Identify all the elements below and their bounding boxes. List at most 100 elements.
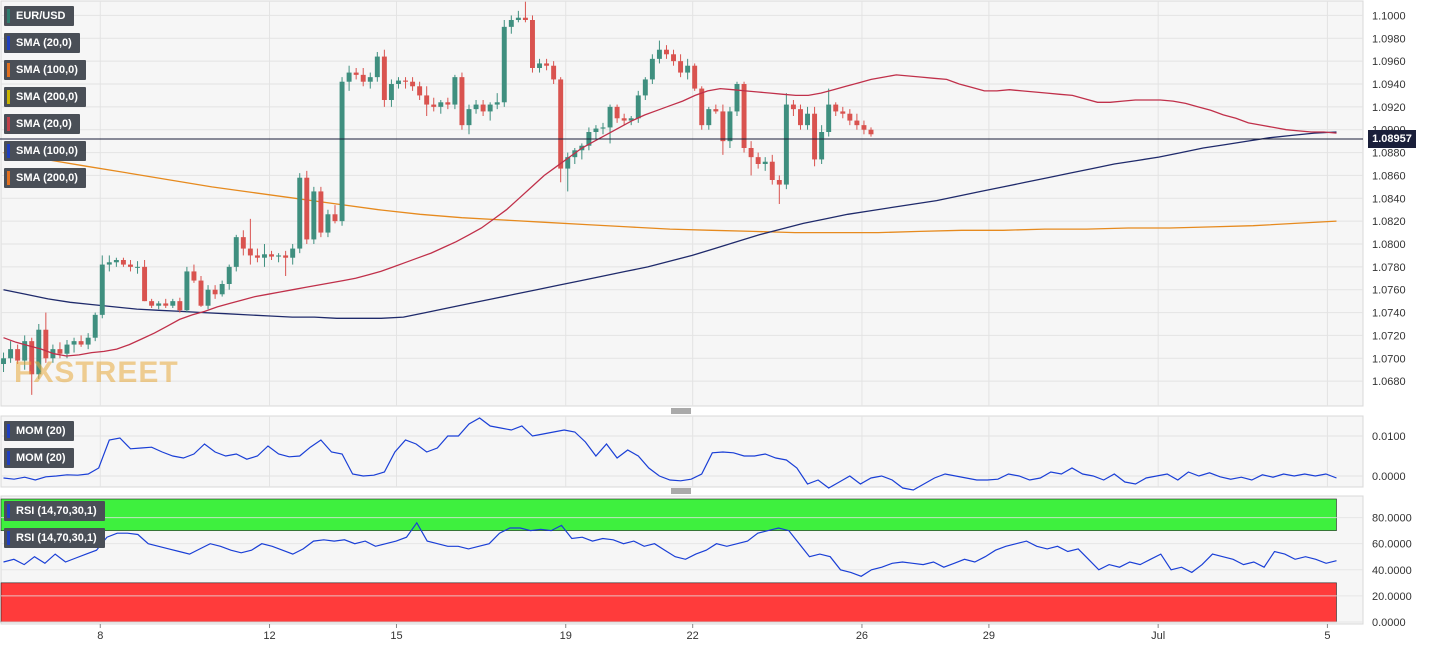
candle-body bbox=[388, 84, 394, 100]
candle-body bbox=[431, 104, 437, 107]
candle-body bbox=[847, 113, 853, 121]
candle-body bbox=[346, 72, 352, 82]
candle-body bbox=[826, 104, 832, 132]
watermark-logo: FXSTREET bbox=[14, 356, 179, 389]
candle-body bbox=[64, 344, 70, 354]
rsi-tag[interactable]: RSI (14,70,30,1) bbox=[4, 528, 105, 548]
candle-body bbox=[819, 132, 825, 160]
candle-body bbox=[106, 262, 112, 265]
time-tick-label: 19 bbox=[560, 630, 572, 642]
candle-body bbox=[318, 191, 324, 233]
candle-body bbox=[621, 118, 627, 121]
candle-body bbox=[163, 303, 169, 306]
candle-body bbox=[459, 77, 465, 126]
candle-body bbox=[219, 284, 225, 295]
indicator-tag[interactable]: SMA (100,0) bbox=[4, 60, 86, 80]
candle-body bbox=[607, 106, 613, 128]
rsi-panel: 80.0000 60.0000 40.0000 20.0000 0.0000 bbox=[0, 495, 1412, 629]
candle-body bbox=[92, 314, 98, 338]
candle-body bbox=[29, 341, 35, 375]
indicator-tag[interactable]: SMA (200,0) bbox=[4, 168, 86, 188]
candle-body bbox=[198, 280, 204, 306]
panel-divider-1[interactable] bbox=[671, 408, 691, 414]
candle-body bbox=[600, 127, 606, 129]
candle-body bbox=[798, 109, 803, 126]
candle-body bbox=[558, 79, 564, 169]
indicator-tag[interactable]: SMA (20,0) bbox=[4, 114, 80, 134]
time-axis: 8 12 15 19 22 26 29 Jul 5 bbox=[97, 624, 1330, 642]
momentum-tag[interactable]: MOM (20) bbox=[4, 448, 74, 468]
candle-body bbox=[593, 128, 599, 132]
candle-body bbox=[854, 120, 860, 126]
candle-body bbox=[656, 49, 662, 59]
candle-body bbox=[403, 80, 408, 82]
sma200-line bbox=[3, 151, 1337, 234]
indicator-tag[interactable]: EUR/USD bbox=[4, 6, 74, 26]
candle-body bbox=[551, 65, 557, 80]
candle-body bbox=[424, 95, 430, 105]
candle-body bbox=[664, 49, 669, 55]
indicator-tag[interactable]: SMA (200,0) bbox=[4, 87, 86, 107]
candle-body bbox=[1, 358, 6, 364]
candle-body bbox=[417, 86, 423, 96]
panel-divider-2[interactable] bbox=[671, 488, 691, 494]
candle-body bbox=[240, 237, 246, 249]
sma100-path bbox=[3, 131, 1337, 319]
candle-body bbox=[332, 214, 338, 222]
momentum-axis: 0.0100 0.0000 bbox=[1372, 431, 1406, 483]
indicator-tag[interactable]: SMA (20,0) bbox=[4, 33, 80, 53]
price-tick-label: 1.0760 bbox=[1372, 285, 1406, 297]
candle-body bbox=[233, 237, 239, 267]
momentum-tag[interactable]: MOM (20) bbox=[4, 421, 74, 441]
candle-body bbox=[85, 337, 91, 345]
candle-body bbox=[128, 264, 133, 267]
candle-body bbox=[635, 95, 641, 119]
price-tick-label: 1.0980 bbox=[1372, 33, 1406, 45]
candle-body bbox=[706, 109, 712, 126]
legend-label: SMA (200,0) bbox=[16, 91, 78, 103]
candle-body bbox=[396, 80, 401, 84]
price-tick-label: 1.0820 bbox=[1372, 216, 1406, 228]
candle-body bbox=[628, 118, 634, 121]
candle-body bbox=[438, 102, 444, 107]
price-tick-label: 1.1000 bbox=[1372, 10, 1406, 22]
rsi-tick-label: 0.0000 bbox=[1372, 617, 1406, 629]
time-tick-label: Jul bbox=[1151, 630, 1165, 642]
candle-body bbox=[487, 104, 493, 112]
candle-body bbox=[276, 255, 282, 257]
rsi-tick-label: 80.0000 bbox=[1372, 513, 1412, 525]
price-axis: 1.0680 1.0700 1.0720 1.0740 1.0760 1.0780 1.08… bbox=[1372, 10, 1406, 388]
candle-body bbox=[36, 329, 42, 375]
candle-body bbox=[713, 109, 719, 112]
legend-swatch bbox=[7, 504, 10, 518]
momentum-tick-label: 0.0100 bbox=[1372, 431, 1406, 443]
price-tick-label: 1.0800 bbox=[1372, 239, 1406, 251]
candle-body bbox=[120, 260, 126, 265]
legend-label: SMA (100,0) bbox=[16, 145, 78, 157]
legend-label: RSI (14,70,30,1) bbox=[16, 532, 97, 544]
indicator-tag[interactable]: SMA (100,0) bbox=[4, 141, 86, 161]
candle-body bbox=[537, 63, 542, 68]
current-price-label: 1.08957 bbox=[1368, 130, 1416, 148]
candle-body bbox=[762, 161, 768, 164]
candle-body bbox=[191, 271, 197, 281]
legend-swatch bbox=[7, 424, 10, 438]
legend-swatch bbox=[7, 36, 10, 50]
rsi-tag[interactable]: RSI (14,70,30,1) bbox=[4, 501, 105, 521]
candle-body bbox=[381, 56, 387, 100]
legend-label: MOM (20) bbox=[16, 425, 66, 437]
candle-body bbox=[783, 104, 789, 185]
candle-body bbox=[311, 191, 317, 240]
candle-body bbox=[254, 255, 260, 258]
candle-body bbox=[699, 88, 705, 126]
time-tick-label: 8 bbox=[97, 630, 103, 642]
momentum-path bbox=[3, 417, 1337, 491]
candle-body bbox=[671, 54, 676, 62]
candle-body bbox=[325, 214, 331, 233]
legend-swatch bbox=[7, 117, 10, 131]
candle-body bbox=[642, 79, 648, 96]
candle-body bbox=[57, 349, 63, 354]
legend-swatch bbox=[7, 63, 10, 77]
rsi-tick-label: 20.0000 bbox=[1372, 591, 1412, 603]
legend-label: RSI (14,70,30,1) bbox=[16, 505, 97, 517]
